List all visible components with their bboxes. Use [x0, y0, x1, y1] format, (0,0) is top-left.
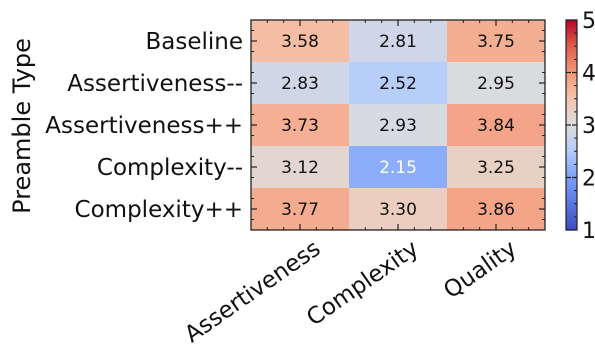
row-label: Complexity++ — [75, 197, 243, 223]
cell-value-label: 3.73 — [281, 116, 319, 136]
plot-frame — [250, 19, 546, 231]
column-label: Assertiveness — [180, 236, 325, 349]
colorbar-tick-label: 2 — [582, 167, 595, 192]
heatmap-cell — [251, 62, 349, 104]
colorbar-tick-label: 5 — [582, 9, 595, 34]
cell-value-label: 3.86 — [477, 200, 515, 220]
heatmap-cell — [349, 104, 447, 146]
cell-value-label: 3.25 — [477, 158, 515, 178]
heatmap-cell — [349, 188, 447, 230]
heatmap-cell — [349, 62, 447, 104]
row-label: Assertiveness++ — [45, 113, 243, 139]
cell-value-label: 2.81 — [379, 32, 417, 52]
colorbar-tick-label: 4 — [582, 62, 595, 87]
cell-value-label: 3.75 — [477, 32, 515, 52]
heatmap-cell — [251, 20, 349, 62]
heatmap-cell — [349, 146, 447, 188]
heatmap-cell — [447, 62, 545, 104]
cell-value-label: 2.93 — [379, 116, 417, 136]
cell-value-label: 3.58 — [281, 32, 319, 52]
cell-value-label: 3.77 — [281, 200, 319, 220]
heatmap-cell — [447, 146, 545, 188]
column-label: Quality — [439, 236, 521, 304]
cell-value-label: 2.83 — [281, 74, 319, 94]
row-labels: Baseline Assertiveness-- Assertiveness++ Co… — [45, 29, 243, 223]
heatmap-cell — [251, 188, 349, 230]
y-axis-label: Preamble Type — [8, 38, 36, 214]
cell-value-label: 2.15 — [379, 158, 417, 178]
heatmap-cell — [447, 104, 545, 146]
colorbar-tick-label: 3 — [582, 114, 595, 139]
colorbar: 1 2 3 4 5 — [565, 9, 595, 244]
cell-value-label: 2.95 — [477, 74, 515, 94]
colorbar-tick-label: 1 — [582, 219, 595, 244]
heatmap-cell — [251, 146, 349, 188]
cell-value-label: 3.30 — [379, 200, 417, 220]
heatmap-cell — [447, 188, 545, 230]
cell-value-label: 2.52 — [379, 74, 417, 94]
row-label: Baseline — [145, 29, 243, 55]
cell-value-label: 3.84 — [477, 116, 515, 136]
cell-value-label: 3.12 — [281, 158, 319, 178]
heatmap-cells: 3.58 2.81 3.75 2.83 2.52 2.95 3.73 2.93 3.84 3.12… — [251, 20, 545, 230]
heatmap-cell — [349, 20, 447, 62]
row-label: Assertiveness-- — [67, 71, 243, 97]
heatmap-cell — [447, 20, 545, 62]
row-label: Complexity-- — [97, 155, 243, 181]
heatmap-cell — [251, 104, 349, 146]
